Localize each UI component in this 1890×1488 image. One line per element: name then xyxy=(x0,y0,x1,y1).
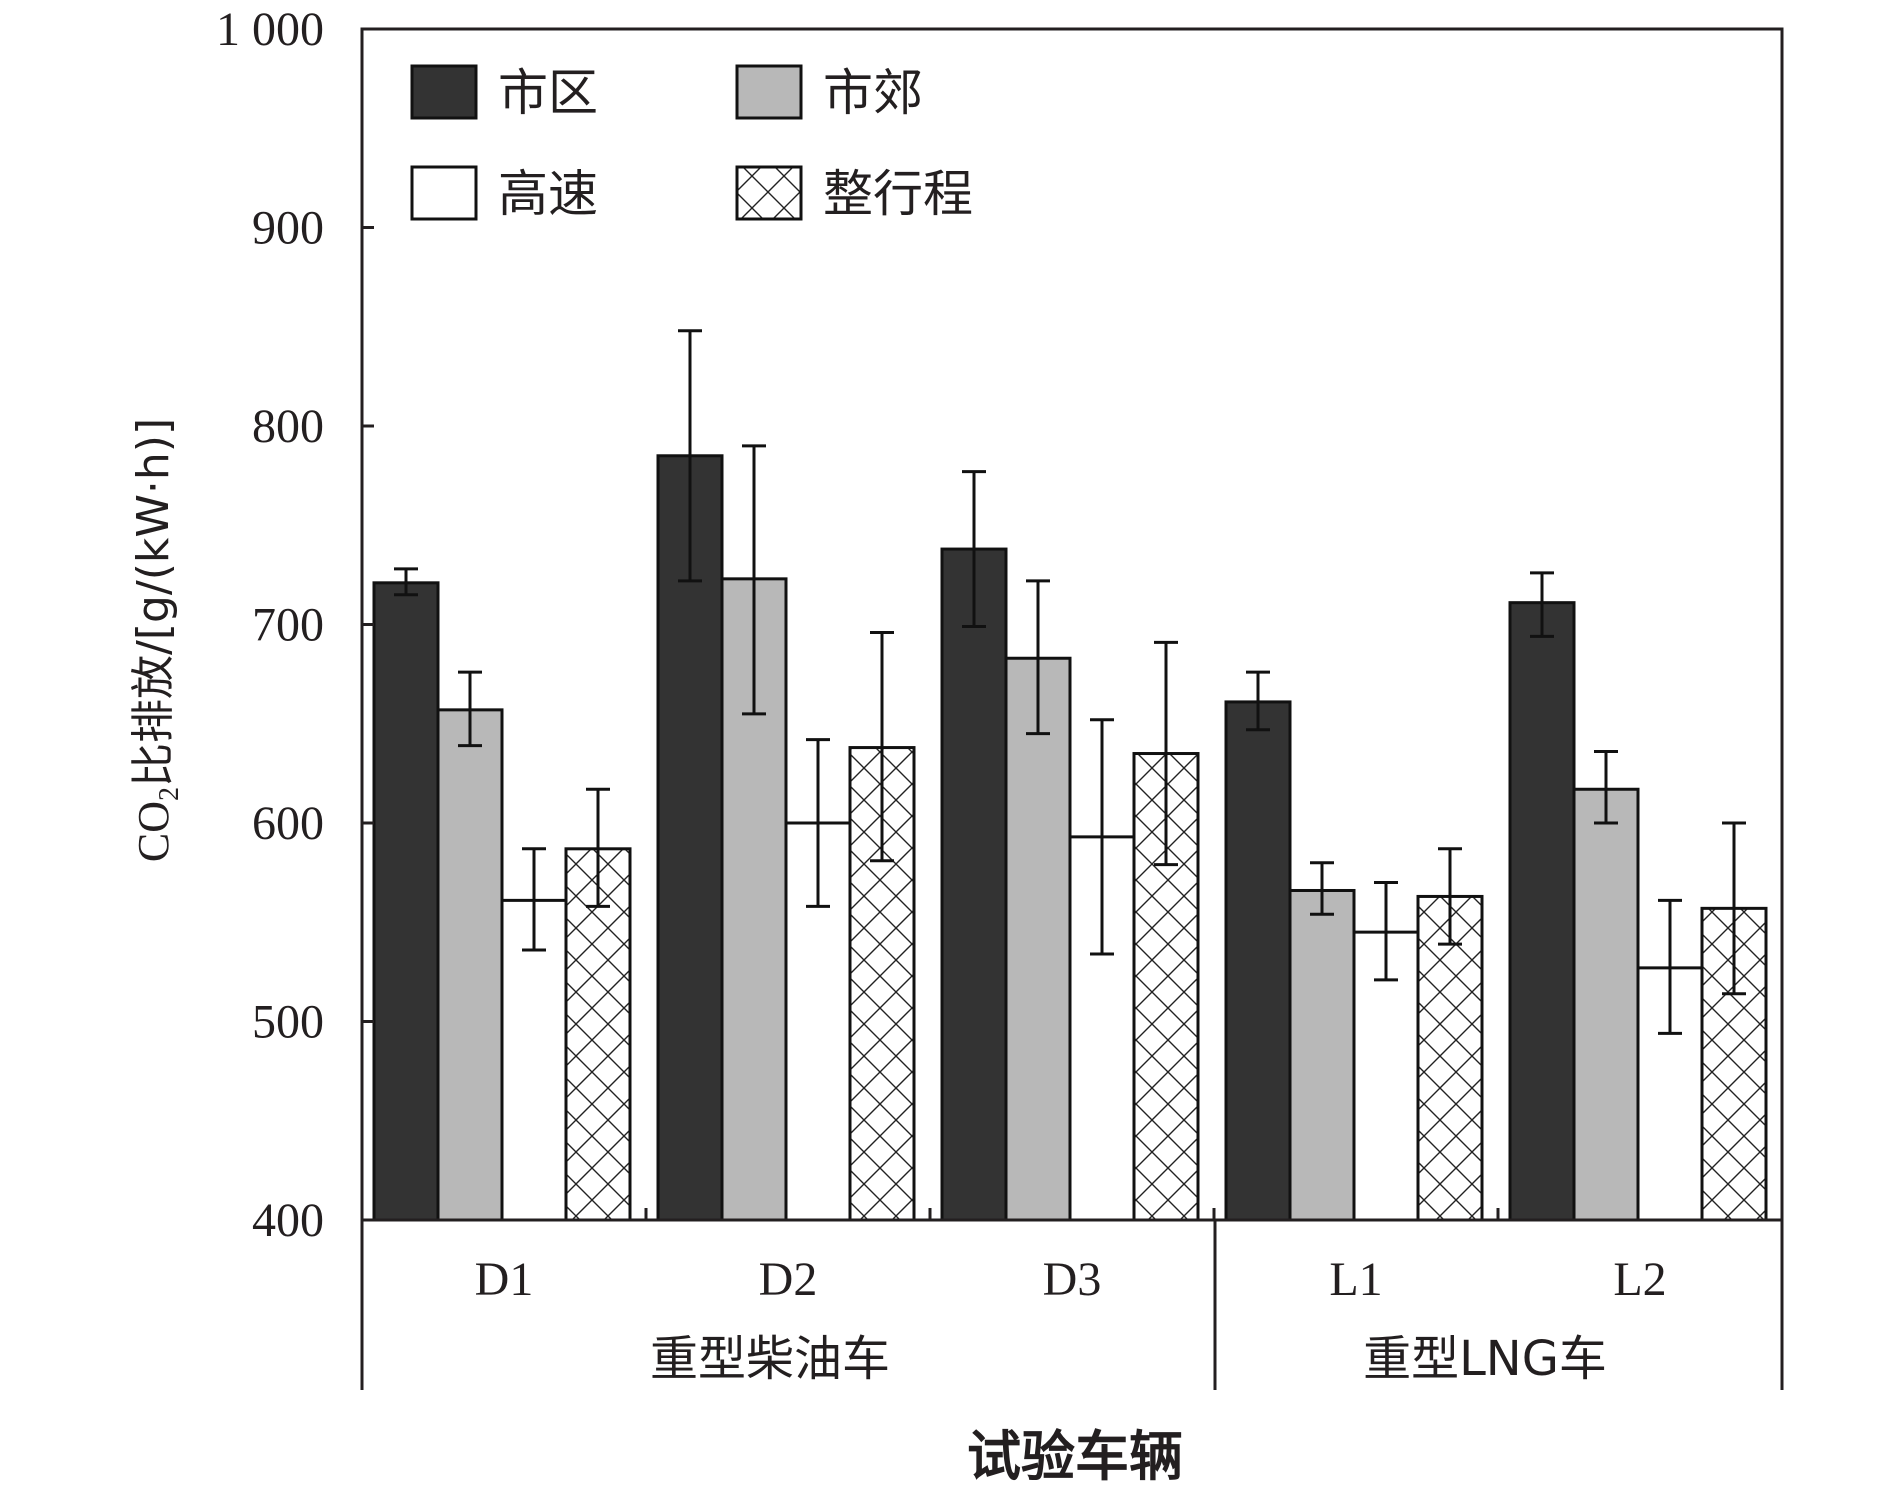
legend: 市区 市郊 高速 整行程 xyxy=(410,64,973,223)
group-label-lng: 重型LNG车 xyxy=(1363,1331,1607,1387)
error-bar-L2-0 xyxy=(1530,571,1554,638)
error-bar-D2-0 xyxy=(678,329,702,583)
x-tick-label-D2: D2 xyxy=(759,1253,818,1306)
error-bar-D2-1 xyxy=(742,444,766,716)
bar-D3-1 xyxy=(1004,656,1072,1222)
error-bar-L1-0 xyxy=(1246,670,1270,732)
error-bar-D1-1 xyxy=(458,670,482,748)
x-tick-label-D3: D3 xyxy=(1043,1253,1102,1306)
x-tick-label-L2: L2 xyxy=(1613,1253,1666,1306)
bar-D2-0 xyxy=(656,454,724,1222)
legend-swatch-suburban xyxy=(735,64,803,120)
y-axis-title: CO2比排放/[g/(kW·h)] xyxy=(128,418,185,862)
error-bar-L1-1 xyxy=(1310,861,1334,916)
x-axis-title: 试验车辆 xyxy=(967,1425,1183,1488)
error-bar-L2-1 xyxy=(1594,750,1618,825)
bars-layer xyxy=(372,454,1768,1222)
legend-swatch-urban xyxy=(410,64,478,120)
y-tick-label-900: 900 xyxy=(252,202,324,255)
bar-D3-0 xyxy=(940,547,1008,1222)
error-bar-D3-3 xyxy=(1154,640,1178,867)
y-tick-label-600: 600 xyxy=(252,797,324,850)
error-bar-L1-3 xyxy=(1438,847,1462,946)
bar-L1-3 xyxy=(1416,894,1484,1222)
error-bar-D3-2 xyxy=(1090,718,1114,956)
error-bar-L2-3 xyxy=(1722,821,1746,996)
legend-label-whole-trip: 整行程 xyxy=(823,165,973,223)
legend-swatch-highway xyxy=(410,165,478,221)
bar-L1-0 xyxy=(1224,700,1292,1222)
x-axis: D1 D2 D3 L1 L2 xyxy=(475,1208,1667,1306)
bar-L1-1 xyxy=(1288,888,1356,1222)
x-tick-label-L1: L1 xyxy=(1329,1253,1382,1306)
error-bar-L1-2 xyxy=(1374,881,1398,982)
legend-label-suburban: 市郊 xyxy=(823,64,923,122)
y-tick-label-1000: 1 000 xyxy=(216,3,324,56)
legend-label-highway: 高速 xyxy=(498,165,598,223)
y-axis-title-subscript: 2 xyxy=(154,787,185,801)
y-axis: 400 500 600 700 800 900 1 000 xyxy=(216,3,374,1247)
y-tick-label-500: 500 xyxy=(252,996,324,1049)
error-bars-layer xyxy=(394,329,1746,1035)
group-label-diesel: 重型柴油车 xyxy=(650,1331,890,1387)
legend-swatch-whole-trip xyxy=(735,165,803,221)
y-tick-label-800: 800 xyxy=(252,400,324,453)
bar-D1-0 xyxy=(372,581,440,1222)
bar-L2-1 xyxy=(1572,787,1640,1222)
error-bar-D1-2 xyxy=(522,847,546,952)
error-bar-D2-3 xyxy=(870,630,894,863)
error-bar-D3-0 xyxy=(962,470,986,628)
error-bar-D1-3 xyxy=(586,787,610,908)
bar-L2-0 xyxy=(1508,601,1576,1222)
y-tick-label-400: 400 xyxy=(252,1194,324,1247)
error-bar-D1-0 xyxy=(394,567,418,597)
x-tick-label-D1: D1 xyxy=(475,1253,534,1306)
y-axis-title-rest: 比排放/[g/(kW·h)] xyxy=(128,418,179,787)
error-bar-D3-1 xyxy=(1026,579,1050,736)
y-axis-title-co: CO xyxy=(129,801,178,862)
error-bar-D2-2 xyxy=(806,738,830,908)
y-tick-label-700: 700 xyxy=(252,599,324,652)
error-bar-L2-2 xyxy=(1658,898,1682,1035)
bar-D1-1 xyxy=(436,708,504,1222)
legend-label-urban: 市区 xyxy=(498,64,598,122)
